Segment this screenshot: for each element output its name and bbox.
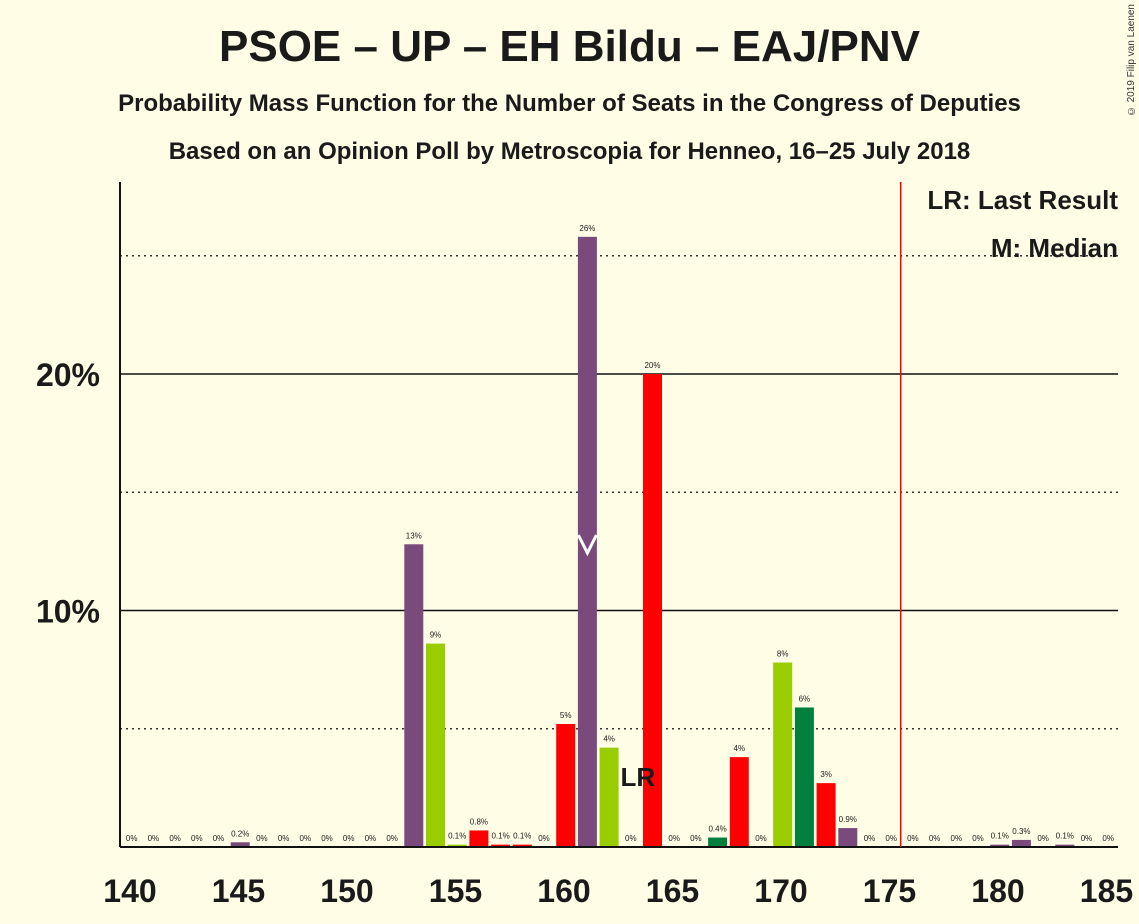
bar-value-label: 0.1% [513,832,531,841]
bar-value-label: 0% [864,834,876,843]
y-tick-labels: 10% 20% [36,357,100,630]
bar-value-label: 0% [1081,834,1093,843]
bar-value-label: 4% [603,735,615,744]
bar-seat-184 [1055,844,1075,847]
bar-seat-165 [643,374,662,847]
bar-value-label: 13% [406,531,422,540]
chart-subtitle: Probability Mass Function for the Number… [118,90,1021,117]
y-tick-label: 10% [36,594,100,630]
x-tick-label: 185 [1080,873,1133,909]
bar-value-label: 0% [755,834,767,843]
bars [230,236,1075,847]
bar-value-label: 0% [1102,834,1114,843]
bar-value-label: 4% [734,744,746,753]
x-tick-label: 170 [754,873,807,909]
x-tick-label: 180 [971,873,1024,909]
x-tick-label: 165 [646,873,699,909]
x-tick-label: 155 [429,873,482,909]
bar-seat-172 [794,707,814,847]
bar-value-label: 0% [668,834,680,843]
x-tick-label: 150 [320,873,373,909]
bar-seat-169 [729,757,749,847]
y-tick-label: 20% [36,357,100,393]
bar-value-label: 9% [430,631,442,640]
bar-seat-146 [230,842,250,847]
bar-seat-154 [404,544,424,847]
bar-seat-158 [491,844,511,847]
bar-value-label: 0% [625,834,637,843]
bar-value-label: 0% [951,834,963,843]
bar-value-label: 0% [907,834,919,843]
bar-value-label: 0.1% [991,832,1009,841]
bar-value-label: 0% [885,834,897,843]
bar-value-label: 0.9% [839,815,857,824]
bar-value-label: 0.3% [1012,827,1030,836]
bar-value-label: 0% [343,834,355,843]
bar-value-label: 0% [929,834,941,843]
bar-seat-155 [426,643,445,847]
bar-seat-163 [599,747,619,847]
bar-seat-181 [990,844,1010,847]
bar-value-label: 0% [278,834,290,843]
bar-labels: 0% 0% 0% 0% 0%0.2%0% 0% 0% 0% 0% 0% 0%13%9%0.1%0.8… [126,224,1114,843]
bar-seat-174 [838,828,858,847]
bar-value-label: 0.4% [708,825,726,834]
legend-median: M: Median [991,233,1118,263]
bar-value-label: 0% [191,834,203,843]
x-tick-label: 145 [212,873,265,909]
bar-seat-159 [512,844,532,847]
bar-value-label: 0.2% [231,829,249,838]
bar-value-label: 0.8% [470,817,488,826]
markers: LR [577,534,655,792]
bar-value-label: 0% [365,834,377,843]
bar-value-label: 20% [644,361,660,370]
x-tick-label: 140 [103,873,156,909]
bar-value-label: 0% [256,834,268,843]
bar-seat-162 [577,236,597,847]
bar-value-label: 0% [321,834,333,843]
bar-value-label: 0.1% [448,832,466,841]
bar-value-label: 0% [126,834,138,843]
gridlines [120,255,1118,730]
bar-value-label: 0% [300,834,312,843]
x-tick-labels: 140 145 150 155 160 165 170 175 180 185 [103,873,1133,909]
bar-value-label: 0.1% [1056,832,1074,841]
bar-value-label: 0% [169,834,181,843]
bar-value-label: 0% [386,834,398,843]
bar-value-label: 3% [820,770,832,779]
bar-seat-156 [447,844,467,847]
chart-source: Based on an Opinion Poll by Metroscopia … [168,138,971,165]
bar-value-label: 0% [538,834,550,843]
bar-value-label: 8% [777,650,789,659]
bar-value-label: 5% [560,711,572,720]
legend-last-result: LR: Last Result [927,185,1118,215]
median-marker [577,534,598,557]
bar-seat-171 [773,662,793,847]
bar-value-label: 0% [1037,834,1049,843]
x-tick-label: 160 [537,873,590,909]
x-tick-label: 175 [863,873,916,909]
bar-seat-182 [1011,839,1031,847]
bar-seat-157 [469,830,489,847]
bar-value-label: 0% [972,834,984,843]
bar-value-label: 0% [213,834,225,843]
last-result-marker: LR [620,762,655,792]
bar-seat-168 [708,837,728,847]
chart-title: PSOE – UP – EH Bildu – EAJ/PNV [219,22,920,71]
bar-value-label: 26% [579,224,595,233]
bar-value-label: 6% [799,694,811,703]
bar-value-label: 0% [148,834,160,843]
bar-seat-161 [556,724,576,847]
bar-value-label: 0.1% [491,832,509,841]
bar-seat-173 [816,783,836,847]
bar-value-label: 0% [690,834,702,843]
